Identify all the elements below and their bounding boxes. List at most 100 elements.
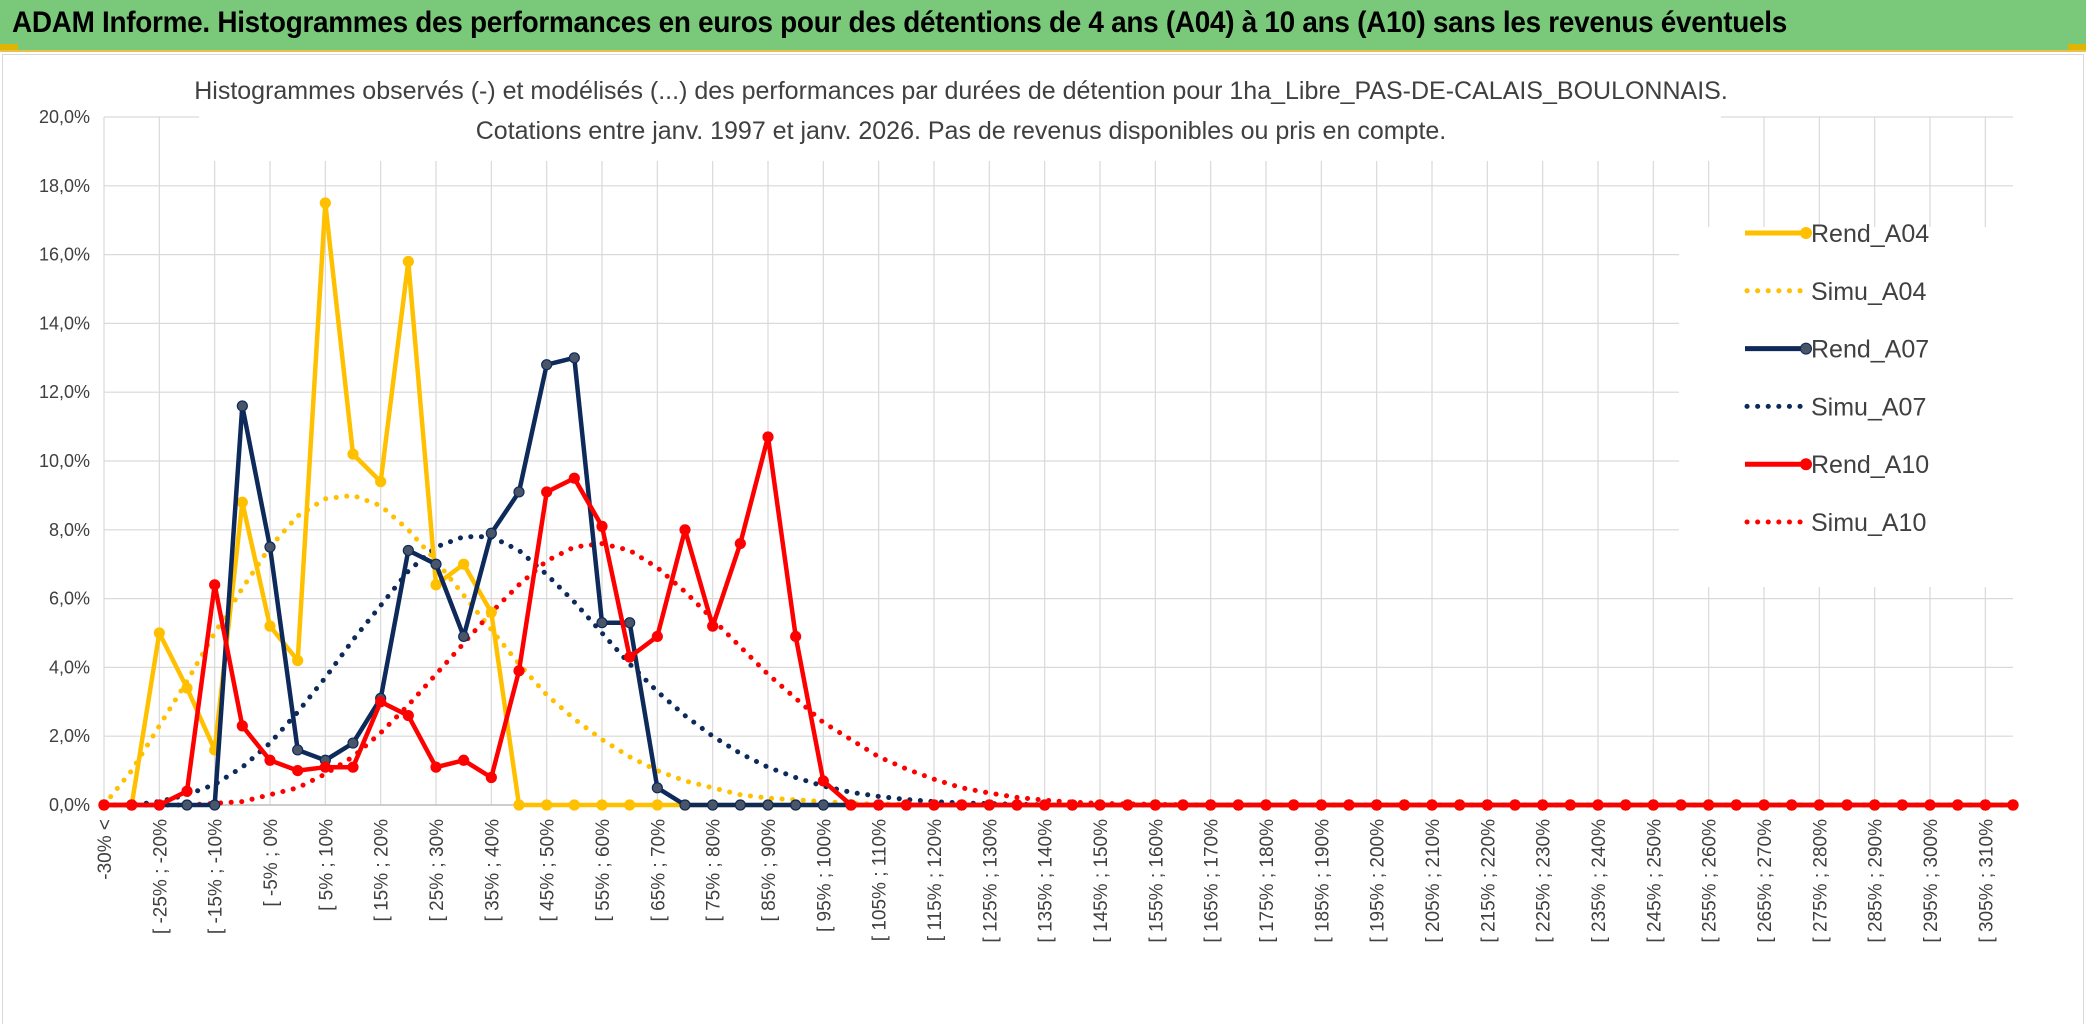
data-point-rend-a07 <box>707 799 719 811</box>
data-point-rend-a10 <box>707 620 719 632</box>
legend-marker-rend-a04 <box>1800 227 1812 239</box>
data-point-rend-a10 <box>430 761 442 773</box>
y-tick-label: 4,0% <box>49 657 90 677</box>
x-tick-label: [ 275% ; 280% <box>1810 819 1831 943</box>
x-tick-label: [ -25% ; -20% <box>150 819 171 934</box>
data-point-rend-a10 <box>1426 799 1438 811</box>
data-point-rend-a04 <box>458 558 470 570</box>
data-point-rend-a10 <box>375 696 387 708</box>
data-point-rend-a10 <box>1094 799 1106 811</box>
data-point-rend-a10 <box>1177 799 1189 811</box>
data-point-rend-a04 <box>651 799 663 811</box>
x-tick-label: [ 215% ; 220% <box>1478 819 1499 943</box>
y-tick-label: 12,0% <box>39 382 90 402</box>
legend-background <box>1679 227 2019 587</box>
data-point-rend-a10 <box>1730 799 1742 811</box>
x-tick-label: [ 105% ; 110% <box>870 819 891 941</box>
data-point-rend-a10 <box>458 754 470 766</box>
chart-title-line-2: Cotations entre janv. 1997 et janv. 2026… <box>476 117 1447 145</box>
x-tick-label: [ 135% ; 140% <box>1036 819 1057 943</box>
y-tick-label: 10,0% <box>39 451 90 471</box>
data-point-rend-a10 <box>1979 799 1991 811</box>
y-tick-label: 2,0% <box>49 726 90 746</box>
data-point-rend-a04 <box>568 799 580 811</box>
data-point-rend-a10 <box>1509 799 1521 811</box>
y-tick-label: 20,0% <box>39 107 90 127</box>
data-point-rend-a10 <box>1343 799 1355 811</box>
x-tick-label: [ 115% ; 120% <box>925 819 946 941</box>
data-point-rend-a10 <box>983 799 995 811</box>
legend-label-simu-a04: Simu_A04 <box>1811 278 1926 306</box>
data-point-rend-a10 <box>264 754 276 766</box>
data-point-rend-a10 <box>1011 799 1023 811</box>
data-point-rend-a07 <box>402 544 414 557</box>
x-tick-label: [ 95% ; 100% <box>814 819 835 932</box>
series-layer <box>98 197 2019 811</box>
data-point-rend-a10 <box>1066 799 1078 811</box>
x-tick-label: [ 185% ; 190% <box>1312 819 1333 943</box>
x-tick-label: [ 165% ; 170% <box>1202 819 1223 943</box>
data-point-rend-a10 <box>98 799 110 811</box>
data-point-rend-a07 <box>236 400 248 412</box>
x-tick-label: [ 145% ; 150% <box>1091 819 1112 943</box>
data-point-rend-a10 <box>319 761 331 773</box>
data-point-rend-a07 <box>347 737 359 749</box>
data-point-rend-a10 <box>873 799 885 811</box>
data-point-rend-a04 <box>513 799 525 811</box>
data-point-rend-a07 <box>624 617 636 629</box>
data-point-rend-a10 <box>1149 799 1161 811</box>
data-point-rend-a10 <box>485 771 497 784</box>
chart-title-background <box>199 61 1721 161</box>
data-point-rend-a10 <box>1620 799 1632 811</box>
page-title: ADAM Informe. Histogrammes des performan… <box>12 6 1788 39</box>
chart-svg: 0,0% 2,0% 4,0% 6,0% 8,0% 10,0% 12,0% 14,0% 16,0%… <box>39 61 2019 943</box>
data-point-rend-a04 <box>236 496 248 508</box>
data-point-rend-a10 <box>624 651 636 663</box>
data-point-rend-a10 <box>1039 799 1051 811</box>
data-point-rend-a10 <box>1924 799 1936 811</box>
data-point-rend-a10 <box>845 799 857 811</box>
x-tick-label: [ 35% ; 40% <box>482 819 503 922</box>
data-point-rend-a10 <box>817 775 829 787</box>
data-point-rend-a07 <box>513 486 525 498</box>
data-point-rend-a07 <box>762 799 774 811</box>
data-point-rend-a04 <box>153 627 165 639</box>
data-point-rend-a07 <box>568 352 580 364</box>
data-point-rend-a10 <box>1786 799 1798 811</box>
data-point-rend-a10 <box>1315 799 1327 811</box>
x-tick-label: [ 155% ; 160% <box>1146 819 1167 943</box>
data-point-rend-a10 <box>928 799 940 811</box>
chart-area: 0,0% 2,0% 4,0% 6,0% 8,0% 10,0% 12,0% 14,0% 16,0%… <box>2 54 2084 1029</box>
data-point-rend-a07 <box>485 527 497 539</box>
x-tick-label: [ 75% ; 80% <box>704 819 725 922</box>
data-point-rend-a10 <box>1952 799 1964 811</box>
chart-title-line-1: Histogrammes observés (-) et modélisés (… <box>194 77 1728 105</box>
legend-label-simu-a10: Simu_A10 <box>1811 509 1926 537</box>
legend: Rend_A04 Simu_A04 Rend_A07 Simu_A07 Rend_A10… <box>1679 220 2019 587</box>
data-point-rend-a10 <box>126 799 138 811</box>
x-tick-label: [ 195% ; 200% <box>1368 819 1389 943</box>
x-tick-label: [ 265% ; 270% <box>1755 819 1776 943</box>
x-tick-label: [ 45% ; 50% <box>538 819 559 922</box>
legend-marker-rend-a10 <box>1800 458 1812 471</box>
data-point-rend-a10 <box>1841 799 1853 811</box>
y-axis: 0,0% 2,0% 4,0% 6,0% 8,0% 10,0% 12,0% 14,0% 16,0%… <box>39 107 90 815</box>
y-tick-label: 16,0% <box>39 245 90 265</box>
data-point-rend-a10 <box>153 799 165 811</box>
data-point-rend-a07 <box>458 630 470 643</box>
data-point-rend-a04 <box>485 606 497 618</box>
x-tick-label: [ 305% ; 310% <box>1976 819 1997 943</box>
data-point-rend-a10 <box>1537 799 1549 811</box>
legend-label-rend-a10: Rend_A10 <box>1811 451 1929 479</box>
data-point-rend-a10 <box>292 764 304 777</box>
data-point-rend-a10 <box>347 761 359 773</box>
header-corner-right <box>2068 44 2086 50</box>
data-point-rend-a10 <box>1260 799 1272 811</box>
header-corner-left <box>0 44 18 50</box>
data-point-rend-a07 <box>541 359 553 371</box>
data-point-rend-a10 <box>1232 799 1244 811</box>
y-tick-label: 14,0% <box>39 313 90 333</box>
data-point-rend-a10 <box>679 524 691 536</box>
data-point-rend-a10 <box>1813 799 1825 811</box>
x-tick-label: [ 85% ; 90% <box>759 819 780 922</box>
